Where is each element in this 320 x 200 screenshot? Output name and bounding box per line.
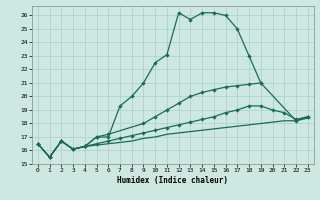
X-axis label: Humidex (Indice chaleur): Humidex (Indice chaleur) [117, 176, 228, 185]
